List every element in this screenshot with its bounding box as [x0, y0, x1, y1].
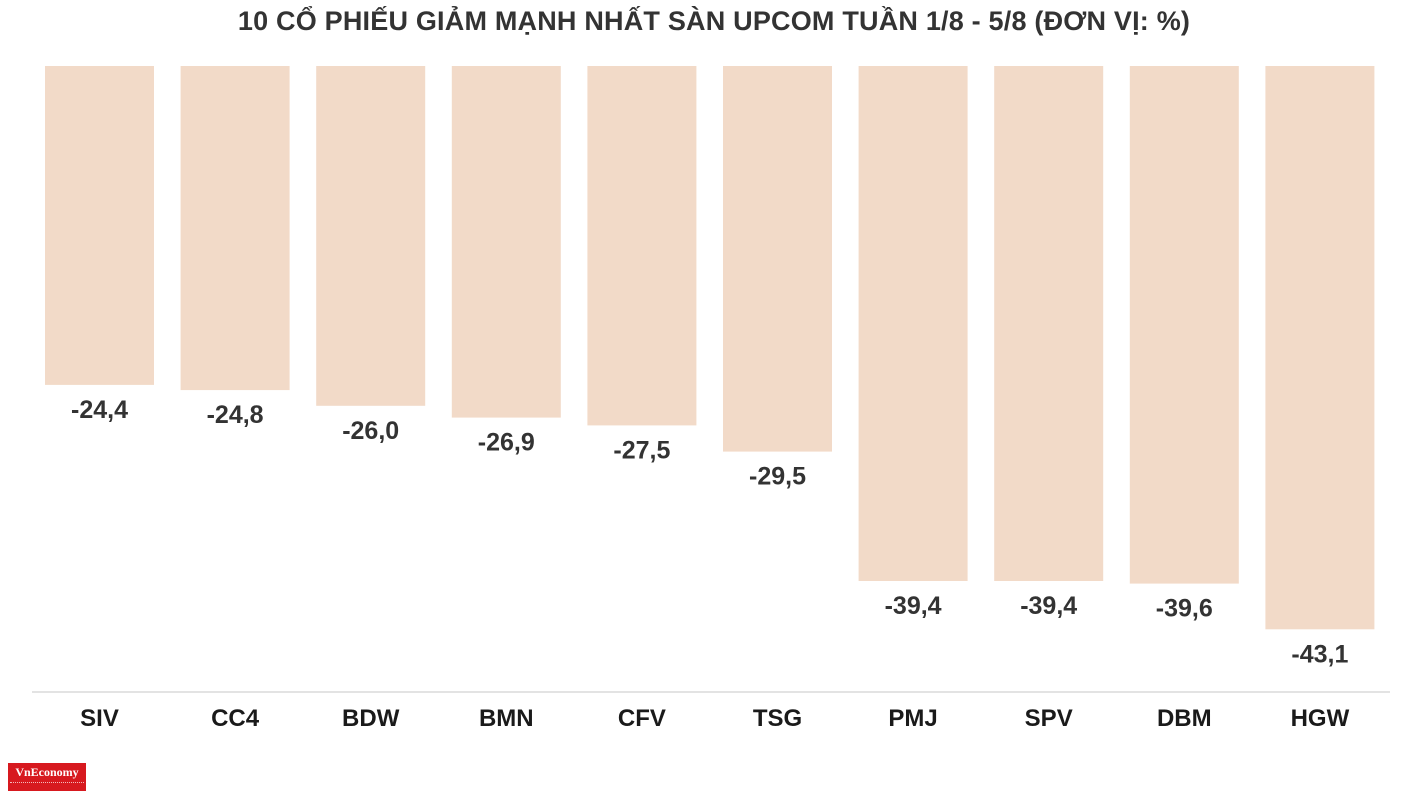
bar-dbm	[1129, 66, 1239, 584]
vneconomy-logo: VnEconomy	[8, 763, 86, 791]
value-label-bdw: -26,0	[342, 417, 399, 445]
x-tick-pmj: PMJ	[888, 705, 937, 732]
x-tick-siv: SIV	[80, 705, 119, 732]
value-labels-group: -24,4 -24,8 -26,0 -26,9 -27,5 -29,5 -39,4 -39,4…	[71, 396, 1348, 668]
value-label-siv: -24,4	[71, 396, 128, 424]
ticks-group: SIV CC4 BDW BMN CFV TSG PMJ SPV DBM HGW	[80, 705, 1349, 732]
value-label-pmj: -39,4	[885, 592, 942, 620]
value-label-spv: -39,4	[1020, 592, 1077, 620]
chart-title: 10 CỔ PHIẾU GIẢM MẠNH NHẤT SÀN UPCOM TUẦ…	[237, 6, 1191, 36]
logo-name: VnEconomy	[15, 765, 79, 779]
value-label-bmn: -26,9	[478, 429, 535, 457]
x-tick-spv: SPV	[1025, 705, 1073, 732]
bar-cc4	[180, 66, 290, 391]
bar-hgw	[1265, 66, 1375, 630]
x-tick-dbm: DBM	[1157, 705, 1212, 732]
bar-siv	[45, 66, 154, 385]
value-label-cc4: -24,8	[207, 401, 264, 429]
value-label-dbm: -39,6	[1156, 595, 1213, 623]
x-tick-cc4: CC4	[211, 705, 260, 732]
x-tick-cfv: CFV	[618, 705, 666, 732]
value-label-tsg: -29,5	[749, 463, 806, 491]
value-label-cfv: -27,5	[613, 436, 670, 464]
x-tick-tsg: TSG	[753, 705, 802, 732]
logo-tagline-decoration	[10, 782, 84, 787]
bar-tsg	[723, 66, 832, 452]
bar-bdw	[316, 66, 426, 406]
bar-bmn	[451, 66, 561, 418]
bar-cfv	[587, 66, 697, 426]
x-tick-bdw: BDW	[342, 705, 400, 732]
bar-pmj	[858, 66, 968, 581]
value-label-hgw: -43,1	[1291, 640, 1348, 668]
x-tick-hgw: HGW	[1291, 705, 1350, 732]
bar-spv	[994, 66, 1104, 581]
bars-group	[45, 66, 1375, 630]
x-tick-bmn: BMN	[479, 705, 534, 732]
